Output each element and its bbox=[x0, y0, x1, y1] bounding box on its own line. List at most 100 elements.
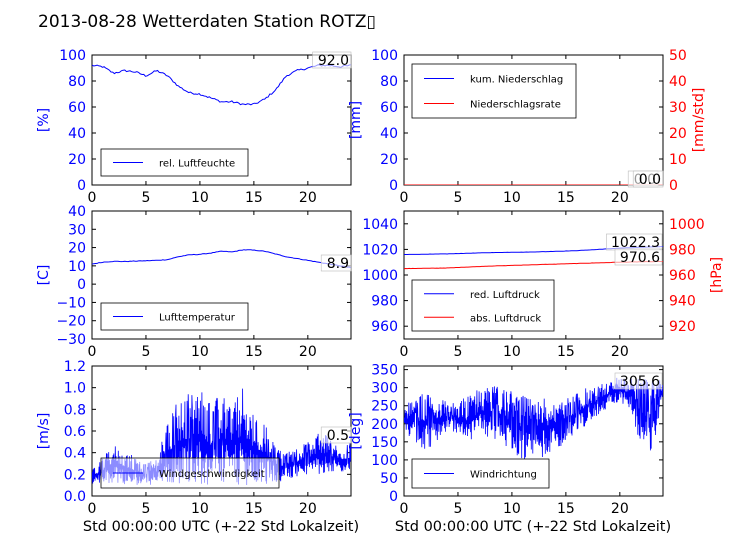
precipitation-y2-tick-label: 40 bbox=[669, 74, 687, 90]
winddirection-y-tick-label: 200 bbox=[371, 417, 398, 433]
precipitation-legend-label: kum. Niederschlag bbox=[470, 75, 563, 86]
precip-rate-last-value: 0.0 bbox=[639, 172, 661, 188]
precipitation-y2-tick-label: 0 bbox=[669, 178, 678, 194]
figure-title: 2013-08-28 Wetterdaten Station ROTZ▯ bbox=[38, 12, 376, 32]
pressure-red-last-value: 1022.3 bbox=[611, 235, 660, 251]
humidity-series-group bbox=[92, 64, 351, 106]
windspeed-y-tick-label: 0.0 bbox=[64, 489, 86, 505]
windspeed-x-tick-label: 5 bbox=[141, 501, 150, 517]
precipitation-y2-tick-label: 20 bbox=[669, 126, 687, 142]
winddirection-panel: 0 5 10 15 20050100150200250300350[deg]305.6W… bbox=[348, 363, 664, 517]
pressure-legend-label: red. Luftdruck bbox=[470, 290, 540, 301]
pressure-x-tick-label: 5 bbox=[453, 344, 462, 360]
precipitation-y-tick-label: 40 bbox=[380, 126, 398, 142]
windspeed-x-tick-label: 15 bbox=[245, 501, 263, 517]
humidity-x-tick-label: 15 bbox=[245, 190, 263, 206]
windspeed-x-tick-label: 20 bbox=[299, 501, 317, 517]
pressure-abs-last-value-box bbox=[614, 248, 663, 266]
winddirection-x-tick-label: 20 bbox=[611, 501, 629, 517]
temperature-y-tick-label: −10 bbox=[56, 295, 86, 311]
winddirection-last-value-box bbox=[614, 372, 663, 390]
windspeed-last-value-box bbox=[320, 426, 352, 444]
windspeed-x-tick-label: 0 bbox=[88, 501, 97, 517]
humidity-y-tick-label: 80 bbox=[68, 74, 86, 90]
pressure-y2-tick-label: 940 bbox=[669, 294, 696, 310]
pressure-x-tick-label: 20 bbox=[611, 344, 629, 360]
pressure-y2-tick-label: 920 bbox=[669, 319, 696, 335]
windspeed-y-tick-label: 0.6 bbox=[64, 424, 86, 440]
precipitation-y2-axis-label: [mm/std] bbox=[691, 88, 707, 153]
precipitation-x-tick-label: 15 bbox=[557, 190, 575, 206]
humidity-panel: 0 5 10 15 20 0 20 40 60 80 100 [%] 92.0 rel. Luftfeuc… bbox=[36, 48, 352, 206]
precipitation-x-tick-label: 20 bbox=[611, 190, 629, 206]
winddirection-x-tick-label: 5 bbox=[453, 501, 462, 517]
windspeed-y-tick-label: 0.2 bbox=[64, 467, 86, 483]
temperature-legend-label: Lufttemperatur bbox=[159, 313, 236, 324]
precipitation-y-tick-label: 60 bbox=[380, 100, 398, 116]
precipitation-x-tick-label: 0 bbox=[400, 190, 409, 206]
winddirection-y-tick-label: 250 bbox=[371, 399, 398, 415]
humidity-y-tick-label: 0 bbox=[77, 178, 86, 194]
precipitation-y2-tick-label: 30 bbox=[669, 100, 687, 116]
temperature-x-tick-label: 15 bbox=[245, 344, 263, 360]
temperature-y-tick-label: 30 bbox=[68, 222, 86, 238]
precip-rate-last-value-box bbox=[632, 170, 664, 188]
winddirection-x-tick-label: 0 bbox=[400, 501, 409, 517]
winddirection-legend-label: Windrichtung bbox=[470, 470, 537, 481]
windspeed-y-tick-label: 1.2 bbox=[64, 359, 86, 375]
windspeed-x-tick-label: 10 bbox=[191, 501, 209, 517]
precipitation-y-tick-label: 20 bbox=[380, 152, 398, 168]
temperature-x-tick-label: 5 bbox=[141, 344, 150, 360]
humidity-y-tick-label: 100 bbox=[59, 48, 86, 64]
precipitation-y2-tick-label: 50 bbox=[669, 48, 687, 64]
humidity-y-tick-label: 20 bbox=[68, 152, 86, 168]
winddirection-y-tick-label: 150 bbox=[371, 435, 398, 451]
windspeed-legend-label: Windgeschwindigkeit bbox=[159, 469, 265, 480]
humidity-series-0-line bbox=[92, 64, 351, 106]
winddirection-y-tick-label: 300 bbox=[371, 381, 398, 397]
humidity-x-tick-label: 0 bbox=[88, 190, 97, 206]
pressure-x-tick-label: 15 bbox=[557, 344, 575, 360]
precipitation-x-tick-label: 10 bbox=[503, 190, 521, 206]
windspeed-y-tick-label: 0.8 bbox=[64, 402, 86, 418]
winddirection-last-value: 305.6 bbox=[620, 374, 660, 390]
pressure-y-tick-label: 960 bbox=[371, 319, 398, 335]
precipitation-y2-tick-label: 10 bbox=[669, 152, 687, 168]
winddirection-y-tick-label: 100 bbox=[371, 453, 398, 469]
humidity-x-tick-label: 20 bbox=[299, 190, 317, 206]
humidity-y-tick-label: 40 bbox=[68, 126, 86, 142]
temperature-y-tick-label: 20 bbox=[68, 241, 86, 257]
winddirection-x-tick-label: 10 bbox=[503, 501, 521, 517]
pressure-y-tick-label: 1000 bbox=[362, 268, 398, 284]
pressure-y2-tick-label: 980 bbox=[669, 242, 696, 258]
temperature-y-tick-label: 40 bbox=[68, 204, 86, 220]
windspeed-y-tick-label: 1.0 bbox=[64, 381, 86, 397]
x-axis-label-right: Std 00:00:00 UTC (+-22 Std Lokalzeit) bbox=[395, 519, 671, 535]
pressure-y-tick-label: 1020 bbox=[362, 242, 398, 258]
temperature-series-0-line bbox=[92, 249, 351, 269]
precipitation-y-axis-label: [mm] bbox=[348, 101, 364, 139]
pressure-legend bbox=[411, 279, 555, 332]
precipitation-y-tick-label: 0 bbox=[389, 178, 398, 194]
winddirection-y-axis-label: [deg] bbox=[348, 412, 364, 449]
humidity-x-tick-label: 10 bbox=[191, 190, 209, 206]
precipitation-x-tick-label: 5 bbox=[453, 190, 462, 206]
precipitation-legend bbox=[411, 63, 577, 119]
pressure-panel: 0 5 10 15 20 960 980 1000 1020 1040 920 940 960 980 10… bbox=[362, 210, 725, 360]
temperature-last-value: 8.9 bbox=[327, 256, 349, 272]
temperature-panel: 0 5 10 15 20 −30 −20 −10 0 10 20 30 40 [C] 8.9 Lufttemp… bbox=[36, 204, 352, 360]
winddirection-x-tick-label: 15 bbox=[557, 501, 575, 517]
windspeed-legend bbox=[100, 457, 280, 489]
pressure-y-tick-label: 980 bbox=[371, 294, 398, 310]
precipitation-panel: 0 5 10 15 20 0 20 40 60 80 100 0 10 20 30 40 50 [mm] [mm/s… bbox=[348, 48, 707, 206]
temperature-y-tick-label: 10 bbox=[68, 259, 86, 275]
pressure-abs-last-value: 970.6 bbox=[620, 250, 660, 266]
temperature-series-group bbox=[92, 249, 351, 269]
pressure-y2-tick-label: 1000 bbox=[669, 217, 705, 233]
temperature-y-tick-label: −30 bbox=[56, 332, 86, 348]
pressure-x-tick-label: 10 bbox=[503, 344, 521, 360]
x-axis-label-left: Std 00:00:00 UTC (+-22 Std Lokalzeit) bbox=[83, 519, 359, 535]
precipitation-y-tick-label: 80 bbox=[380, 74, 398, 90]
humidity-y-tick-label: 60 bbox=[68, 100, 86, 116]
